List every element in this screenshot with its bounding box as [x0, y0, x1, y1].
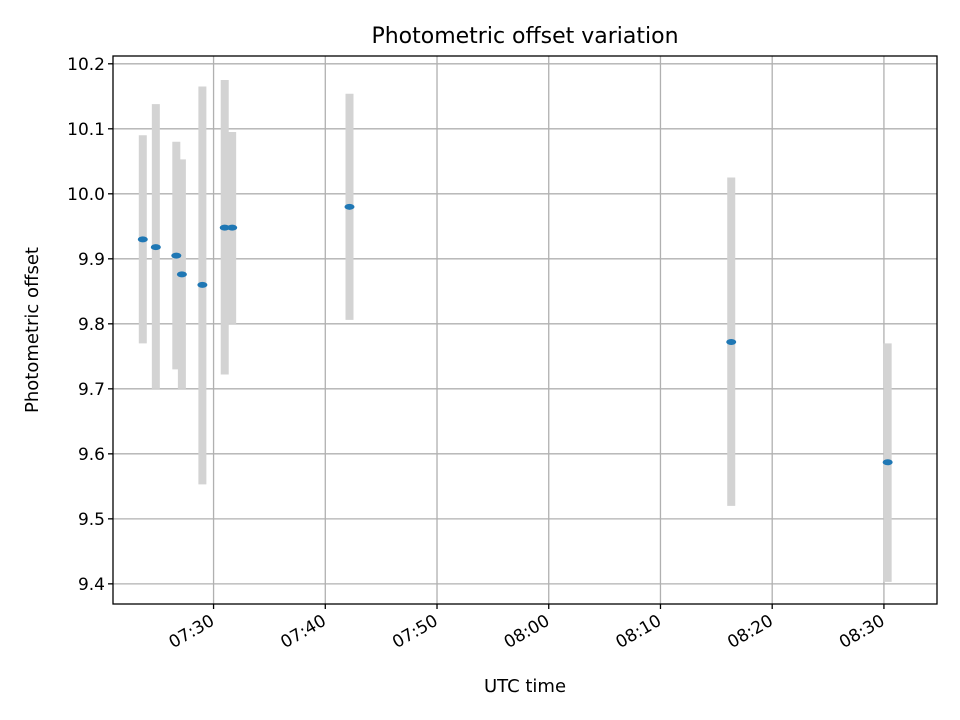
data-point: [882, 459, 893, 466]
grid: [113, 56, 937, 604]
y-tick-label: 9.8: [78, 315, 105, 335]
y-tick-label: 10.2: [67, 55, 105, 75]
y-tick-label: 9.5: [78, 510, 105, 530]
data-point: [227, 224, 238, 231]
data-point: [171, 252, 182, 259]
y-tick-label: 9.7: [78, 380, 105, 400]
data-point: [137, 236, 148, 243]
data-point: [176, 271, 187, 278]
y-tick-label: 9.9: [78, 250, 105, 270]
data-point: [344, 203, 355, 210]
data-points: [137, 203, 893, 466]
data-point: [219, 224, 230, 231]
data-point: [726, 339, 737, 346]
y-tick-label: 9.4: [78, 575, 105, 595]
chart-title: Photometric offset variation: [371, 24, 678, 49]
plot-frame: [112, 55, 938, 605]
y-tick-label: 10.1: [67, 120, 105, 140]
data-point: [150, 244, 161, 251]
x-axis-label: UTC time: [484, 676, 566, 697]
y-tick-label: 10.0: [67, 185, 105, 205]
plot-area: [113, 56, 937, 604]
data-point: [197, 281, 208, 288]
y-tick-label: 9.6: [78, 445, 105, 465]
y-axis-label: Photometric offset: [22, 247, 43, 413]
